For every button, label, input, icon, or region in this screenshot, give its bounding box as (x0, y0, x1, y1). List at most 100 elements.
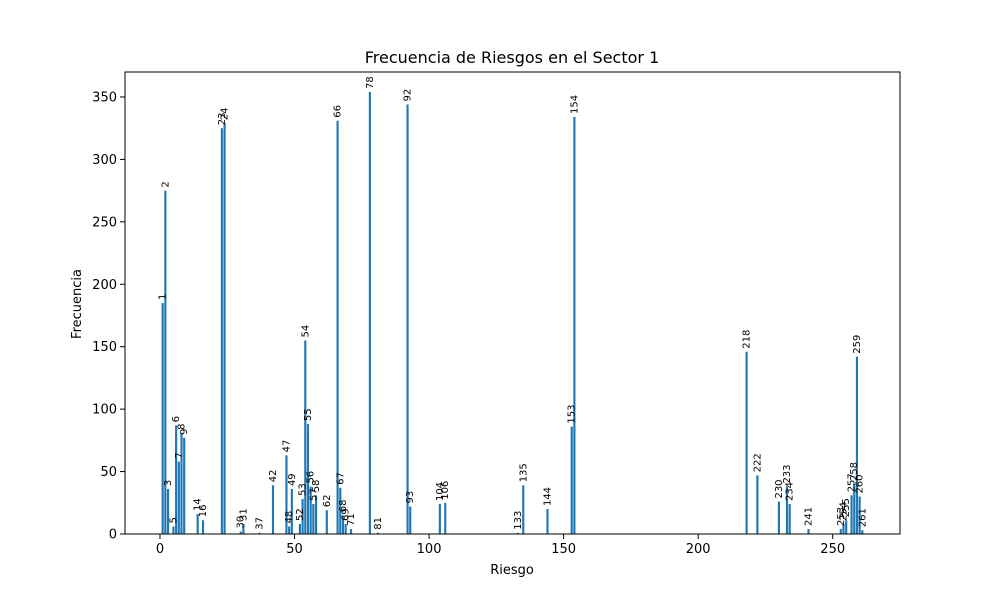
bar-label-54: 54 (300, 325, 311, 338)
bar-riesgo-68 (341, 515, 345, 534)
y-tick-label: 0 (109, 528, 117, 543)
bar-label-66: 66 (333, 105, 344, 118)
bar-label-68: 68 (338, 500, 349, 513)
bar-riesgo-260 (858, 496, 861, 534)
bar-riesgo-30 (239, 531, 242, 534)
bar-riesgo-144 (546, 509, 549, 534)
plot-frame (124, 71, 901, 535)
bar-label-259: 259 (852, 335, 863, 354)
y-axis-ticks: 0 50 100 150 200 250 300 350 (92, 90, 125, 543)
bar-label-1: 1 (158, 294, 169, 300)
bar-label-93: 93 (405, 491, 416, 504)
bar-label-234: 234 (785, 482, 796, 501)
bar-riesgo-62 (325, 510, 328, 534)
bar-riesgo-2 (164, 190, 167, 534)
bar-label-42: 42 (268, 470, 279, 483)
bar-label-62: 62 (322, 495, 333, 508)
bar-riesgo-71 (349, 529, 353, 534)
bar-label-78: 78 (365, 76, 376, 89)
bar-riesgo-230 (777, 501, 780, 534)
bar-label-2: 2 (160, 181, 171, 187)
bar-label-23: 23 (217, 112, 228, 125)
bar-label-81: 81 (373, 517, 384, 530)
bar-riesgo-6 (175, 425, 178, 534)
x-tick-label: 200 (686, 542, 711, 557)
bar-label-71: 71 (346, 513, 357, 526)
bar-label-47: 47 (281, 440, 292, 453)
bar-riesgo-81 (376, 532, 380, 534)
bar-riesgo-8 (180, 432, 183, 534)
bar-label-135: 135 (518, 463, 529, 482)
bar-riesgo-66 (336, 120, 339, 534)
x-tick-label: 100 (417, 542, 442, 557)
bar-label-241: 241 (804, 507, 815, 526)
bar-riesgo-255 (845, 520, 848, 534)
bar-label-37: 37 (255, 517, 266, 530)
bar-riesgo-57 (312, 504, 315, 534)
bar-riesgo-16 (201, 520, 205, 534)
bar-label-255: 255 (841, 498, 852, 517)
bar-riesgo-261 (861, 530, 864, 534)
bar-label-49: 49 (287, 473, 298, 486)
y-tick-label: 150 (92, 340, 117, 355)
bar-riesgo-5 (172, 526, 175, 534)
bar-label-218: 218 (742, 330, 753, 349)
bar-label-261: 261 (857, 508, 868, 527)
x-axis-title: Riesgo (490, 563, 534, 578)
bar-riesgo-233 (785, 486, 789, 534)
bar-riesgo-154 (573, 116, 576, 534)
bar-label-133: 133 (513, 511, 524, 530)
bar-label-58: 58 (311, 480, 322, 493)
bar-riesgo-14 (196, 514, 199, 534)
bar-label-5: 5 (168, 517, 179, 523)
bar-label-30: 30 (236, 516, 247, 529)
bar-label-55: 55 (303, 408, 314, 421)
bar-label-52: 52 (295, 508, 306, 521)
bar-label-14: 14 (193, 498, 204, 511)
x-tick-label: 250 (820, 542, 845, 557)
bar-label-24: 24 (220, 107, 231, 120)
bar-label-57: 57 (308, 488, 319, 501)
bar-riesgo-133 (516, 532, 519, 534)
bar-labels-group: 1235678914162324303137424748495253545556… (158, 76, 869, 530)
bar-riesgo-52 (298, 524, 301, 534)
bar-riesgo-9 (183, 437, 186, 534)
chart-title: Frecuencia de Riesgos en el Sector 1 (365, 48, 660, 67)
bar-riesgo-67 (339, 487, 342, 534)
bars-group (161, 91, 864, 535)
bar-label-67: 67 (335, 472, 346, 485)
bar-riesgo-258 (853, 484, 856, 534)
x-tick-label: 0 (156, 542, 164, 557)
bar-riesgo-37 (258, 532, 261, 534)
bar-riesgo-23 (220, 128, 223, 534)
bar-label-69: 69 (341, 508, 352, 521)
bar-label-230: 230 (774, 479, 785, 498)
bar-riesgo-104 (438, 504, 441, 534)
bar-label-258: 258 (849, 462, 860, 481)
y-tick-label: 250 (92, 215, 117, 230)
bar-riesgo-241 (807, 529, 810, 534)
bar-riesgo-54 (304, 340, 307, 534)
bar-label-48: 48 (284, 511, 295, 524)
y-tick-label: 350 (92, 90, 117, 105)
bar-label-254: 254 (838, 502, 849, 521)
bar-riesgo-7 (177, 461, 180, 534)
bar-riesgo-24 (223, 123, 226, 534)
bar-riesgo-135 (522, 485, 525, 534)
bar-label-9: 9 (179, 428, 190, 434)
bar-label-53: 53 (298, 483, 309, 496)
bar-label-257: 257 (847, 473, 858, 492)
bar-label-16: 16 (198, 505, 209, 518)
bar-label-8: 8 (177, 423, 188, 429)
bar-riesgo-47 (285, 455, 288, 534)
bar-label-233: 233 (782, 464, 793, 483)
bar-riesgo-56 (309, 486, 312, 534)
bar-riesgo-1 (161, 303, 164, 534)
bar-riesgo-153 (570, 426, 573, 534)
y-tick-label: 200 (92, 278, 117, 293)
bar-riesgo-31 (242, 524, 245, 534)
bar-riesgo-234 (788, 504, 791, 534)
bar-riesgo-222 (756, 475, 759, 534)
bar-riesgo-42 (271, 485, 275, 534)
